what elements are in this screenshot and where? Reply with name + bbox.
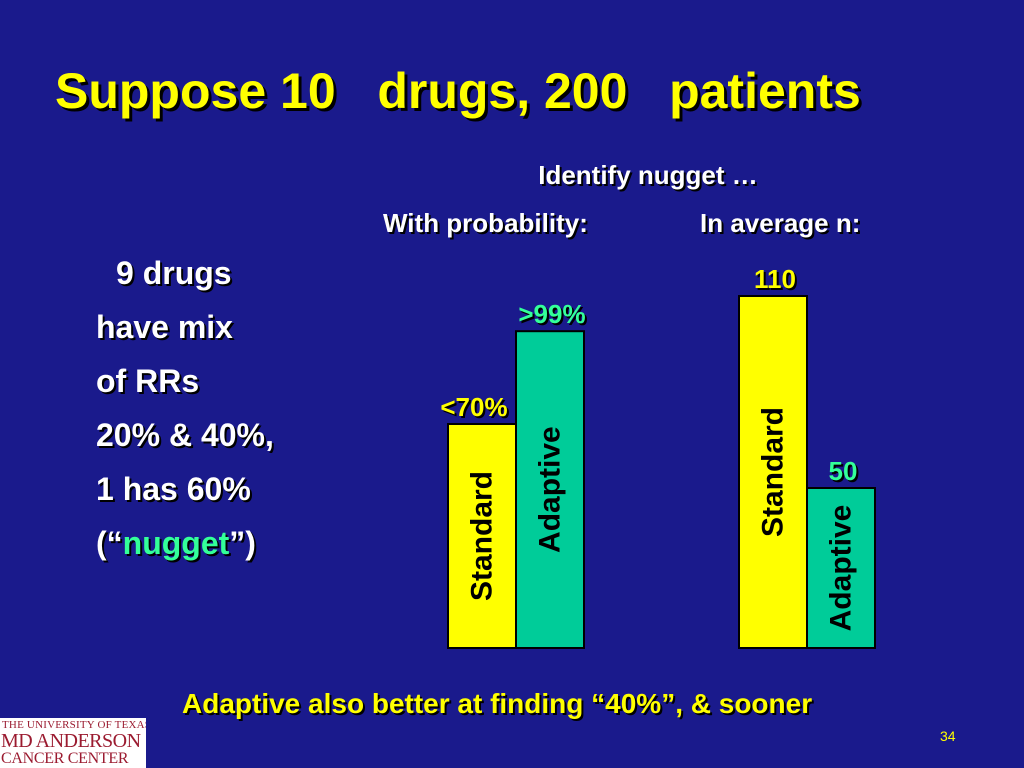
bar-1-adaptive <box>806 487 876 649</box>
value-label-1-adaptive: 50 <box>829 456 858 486</box>
value-label-1-standard: 110 <box>754 264 796 294</box>
logo-line-3: CANCER CENTER <box>1 750 129 767</box>
scenario-description: 9 drugs have mix of RRs 20% & 40%, 1 has… <box>96 246 274 570</box>
open-quote: (“ <box>96 525 123 561</box>
bar-label-1-standard: Standard <box>757 407 790 537</box>
bar-1-standard <box>738 295 808 649</box>
chart-subheading: Identify nugget … <box>538 160 758 190</box>
scenario-line-4: 20% & 40%, <box>96 417 274 453</box>
logo-line-2: MD ANDERSON <box>1 730 141 752</box>
scenario-line-5: 1 has 60% <box>96 471 251 507</box>
mdanderson-logo: THE UNIVERSITY OF TEXAS MD ANDERSON CANC… <box>0 718 146 768</box>
logo-line-1: THE UNIVERSITY OF TEXAS <box>2 719 146 731</box>
page-number: 34 <box>940 728 956 744</box>
slide-title: Suppose 10 drugs, 200 patients <box>55 63 861 119</box>
footer-note: Adaptive also better at finding “40%”, &… <box>182 688 813 719</box>
scenario-line-6: (“nugget”) <box>96 516 274 570</box>
bar-label-0-adaptive: Adaptive <box>534 426 567 553</box>
value-label-0-standard: <70% <box>440 392 507 422</box>
bar-0-adaptive <box>515 330 585 649</box>
scenario-line-3: of RRs <box>96 363 200 399</box>
close-quote: ”) <box>229 525 256 561</box>
average-n-column-header: In average n: <box>700 208 861 238</box>
bar-label-1-adaptive: Adaptive <box>825 505 858 632</box>
scenario-line-2: have mix <box>96 309 233 345</box>
bar-label-0-standard: Standard <box>466 471 499 601</box>
bar-0-standard <box>447 423 517 649</box>
scenario-line-1: 9 drugs <box>116 255 232 291</box>
probability-column-header: With probability: <box>383 208 588 238</box>
nugget-highlight: nugget <box>122 525 230 561</box>
value-label-0-adaptive: >99% <box>518 299 585 329</box>
